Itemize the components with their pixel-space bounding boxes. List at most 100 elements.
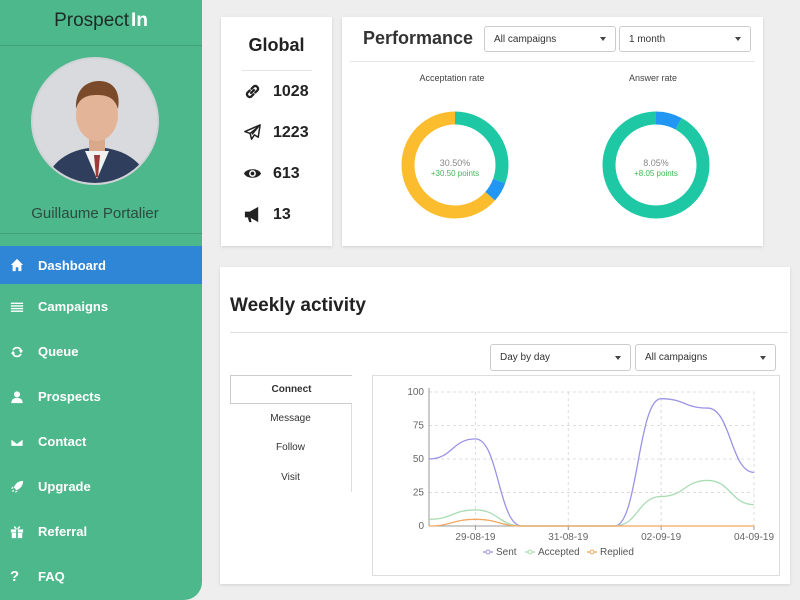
y-tick-label: 25 — [413, 488, 425, 499]
sidebar-item-referral[interactable]: Referral — [0, 509, 202, 554]
x-tick-label: 31-08-19 — [548, 532, 588, 543]
legend-label: Sent — [496, 547, 517, 558]
sidebar-item-label: FAQ — [38, 569, 65, 584]
answer-center: 8.05% +8.05 points — [600, 158, 712, 178]
x-tick-label: 02-09-19 — [641, 532, 681, 543]
sidebar-item-campaigns[interactable]: Campaigns — [0, 284, 202, 329]
stat-campaigns: 13 — [221, 194, 332, 235]
envelope-icon — [10, 435, 38, 449]
question-icon: ? — [10, 568, 20, 585]
logo-accent: In — [131, 10, 148, 31]
granularity-select[interactable]: Day by day — [490, 344, 631, 371]
series-line-sent — [428, 398, 755, 527]
legend-label: Accepted — [538, 547, 580, 558]
tab-follow[interactable]: Follow — [230, 433, 352, 462]
y-tick-label: 50 — [413, 454, 425, 465]
stat-value: 13 — [273, 205, 291, 223]
performance-divider — [350, 61, 755, 62]
legend-marker — [485, 549, 491, 555]
select-value: Day by day — [500, 352, 551, 363]
logo-text: Prospect — [54, 10, 130, 31]
acceptation-rate-value: 30.50% — [439, 158, 471, 168]
answer-rate-points: +8.05 points — [634, 169, 678, 178]
select-value: 1 month — [629, 33, 666, 45]
sidebar-item-contact[interactable]: Contact — [0, 419, 202, 464]
y-tick-label: 75 — [413, 421, 425, 432]
weekly-title: Weekly activity — [230, 295, 366, 316]
avatar — [31, 57, 159, 185]
sidebar-item-label: Contact — [38, 434, 87, 449]
performance-campaign-select[interactable]: All campaigns — [484, 26, 616, 52]
user-icon — [10, 390, 38, 404]
x-tick-label: 29-08-19 — [455, 532, 495, 543]
performance-card: Performance All campaigns 1 month Accept… — [342, 17, 763, 246]
y-tick-label: 100 — [407, 387, 424, 398]
sidebar: Prospect In Guillaume Portalier Dashboard… — [0, 0, 202, 600]
tab-message[interactable]: Message — [230, 404, 352, 433]
x-tick-label: 04-09-19 — [734, 532, 774, 543]
acceptation-rate-label: Acceptation rate — [419, 73, 485, 83]
tab-visit[interactable]: Visit — [230, 462, 352, 492]
acceptation-donut-segment-yellow — [401, 111, 509, 219]
legend-marker — [589, 549, 595, 555]
weekly-activity-card: Weekly activity Day by day All campaigns… — [220, 267, 790, 584]
y-tick-label: 0 — [418, 521, 424, 532]
stat-views: 613 — [221, 153, 332, 194]
stat-value: 1028 — [273, 82, 309, 100]
answer-rate-label: Answer rate — [628, 73, 678, 83]
weekly-divider — [230, 332, 788, 333]
sidebar-item-queue[interactable]: Queue — [0, 329, 202, 374]
weekly-campaign-select[interactable]: All campaigns — [635, 344, 776, 371]
app-logo[interactable]: Prospect In — [0, 0, 202, 46]
acceptation-center: 30.50% +30.50 points — [399, 158, 511, 178]
eye-icon — [243, 164, 273, 183]
sidebar-item-label: Prospects — [38, 389, 101, 404]
performance-title: Performance — [363, 28, 474, 48]
answer-donut-segment-teal — [602, 111, 710, 219]
select-value: All campaigns — [494, 33, 557, 45]
performance-period-select[interactable]: 1 month — [619, 26, 751, 52]
chevron-down-icon — [735, 37, 741, 41]
chevron-down-icon — [615, 355, 621, 360]
sidebar-item-prospects[interactable]: Prospects — [0, 374, 202, 419]
gift-icon — [10, 525, 38, 539]
list-icon — [10, 300, 38, 314]
global-divider — [241, 70, 312, 71]
sidebar-item-upgrade[interactable]: Upgrade — [0, 464, 202, 509]
chevron-down-icon — [600, 37, 606, 41]
tab-connect[interactable]: Connect — [230, 375, 352, 404]
stat-value: 613 — [273, 164, 300, 182]
global-card: Global 1028 1223 613 13 — [221, 17, 332, 246]
stat-links: 1028 — [221, 71, 332, 112]
paper-plane-icon — [243, 123, 273, 142]
user-name: Guillaume Portalier — [31, 205, 159, 222]
sidebar-item-label: Queue — [38, 344, 79, 359]
series-line-replied — [428, 518, 754, 527]
stat-value: 1223 — [273, 123, 309, 141]
sidebar-nav: Dashboard Campaigns Queue Prospects Cont… — [0, 246, 202, 599]
sidebar-item-label: Referral — [38, 524, 88, 539]
link-icon — [243, 82, 273, 101]
sidebar-item-faq[interactable]: ? FAQ — [0, 554, 202, 599]
legend-label: Replied — [600, 547, 634, 558]
weekly-chart-svg: 0 25 50 75 100 29-08-19 31-08-19 02-09-19 04-09-… — [407, 387, 774, 558]
rocket-icon — [10, 480, 38, 494]
sidebar-item-label: Upgrade — [38, 479, 91, 494]
activity-tabs: Connect Message Follow Visit — [230, 375, 352, 492]
sidebar-item-dashboard[interactable]: Dashboard — [0, 246, 202, 284]
select-value: All campaigns — [645, 352, 708, 363]
home-icon — [10, 258, 38, 272]
answer-rate-donut — [602, 111, 710, 219]
chevron-down-icon — [760, 355, 766, 360]
answer-rate-value: 8.05% — [643, 158, 669, 168]
weekly-chart: 0 25 50 75 100 29-08-19 31-08-19 02-09-19 04-09-… — [372, 375, 780, 576]
legend-marker — [527, 549, 533, 555]
megaphone-icon — [243, 205, 273, 224]
avatar-image — [33, 59, 157, 183]
acceptation-rate-points: +30.50 points — [430, 169, 480, 178]
sidebar-item-label: Dashboard — [38, 257, 106, 273]
acceptation-rate-donut — [401, 111, 509, 219]
refresh-icon — [10, 345, 38, 359]
sidebar-item-label: Campaigns — [38, 299, 109, 314]
sidebar-divider — [0, 233, 202, 234]
